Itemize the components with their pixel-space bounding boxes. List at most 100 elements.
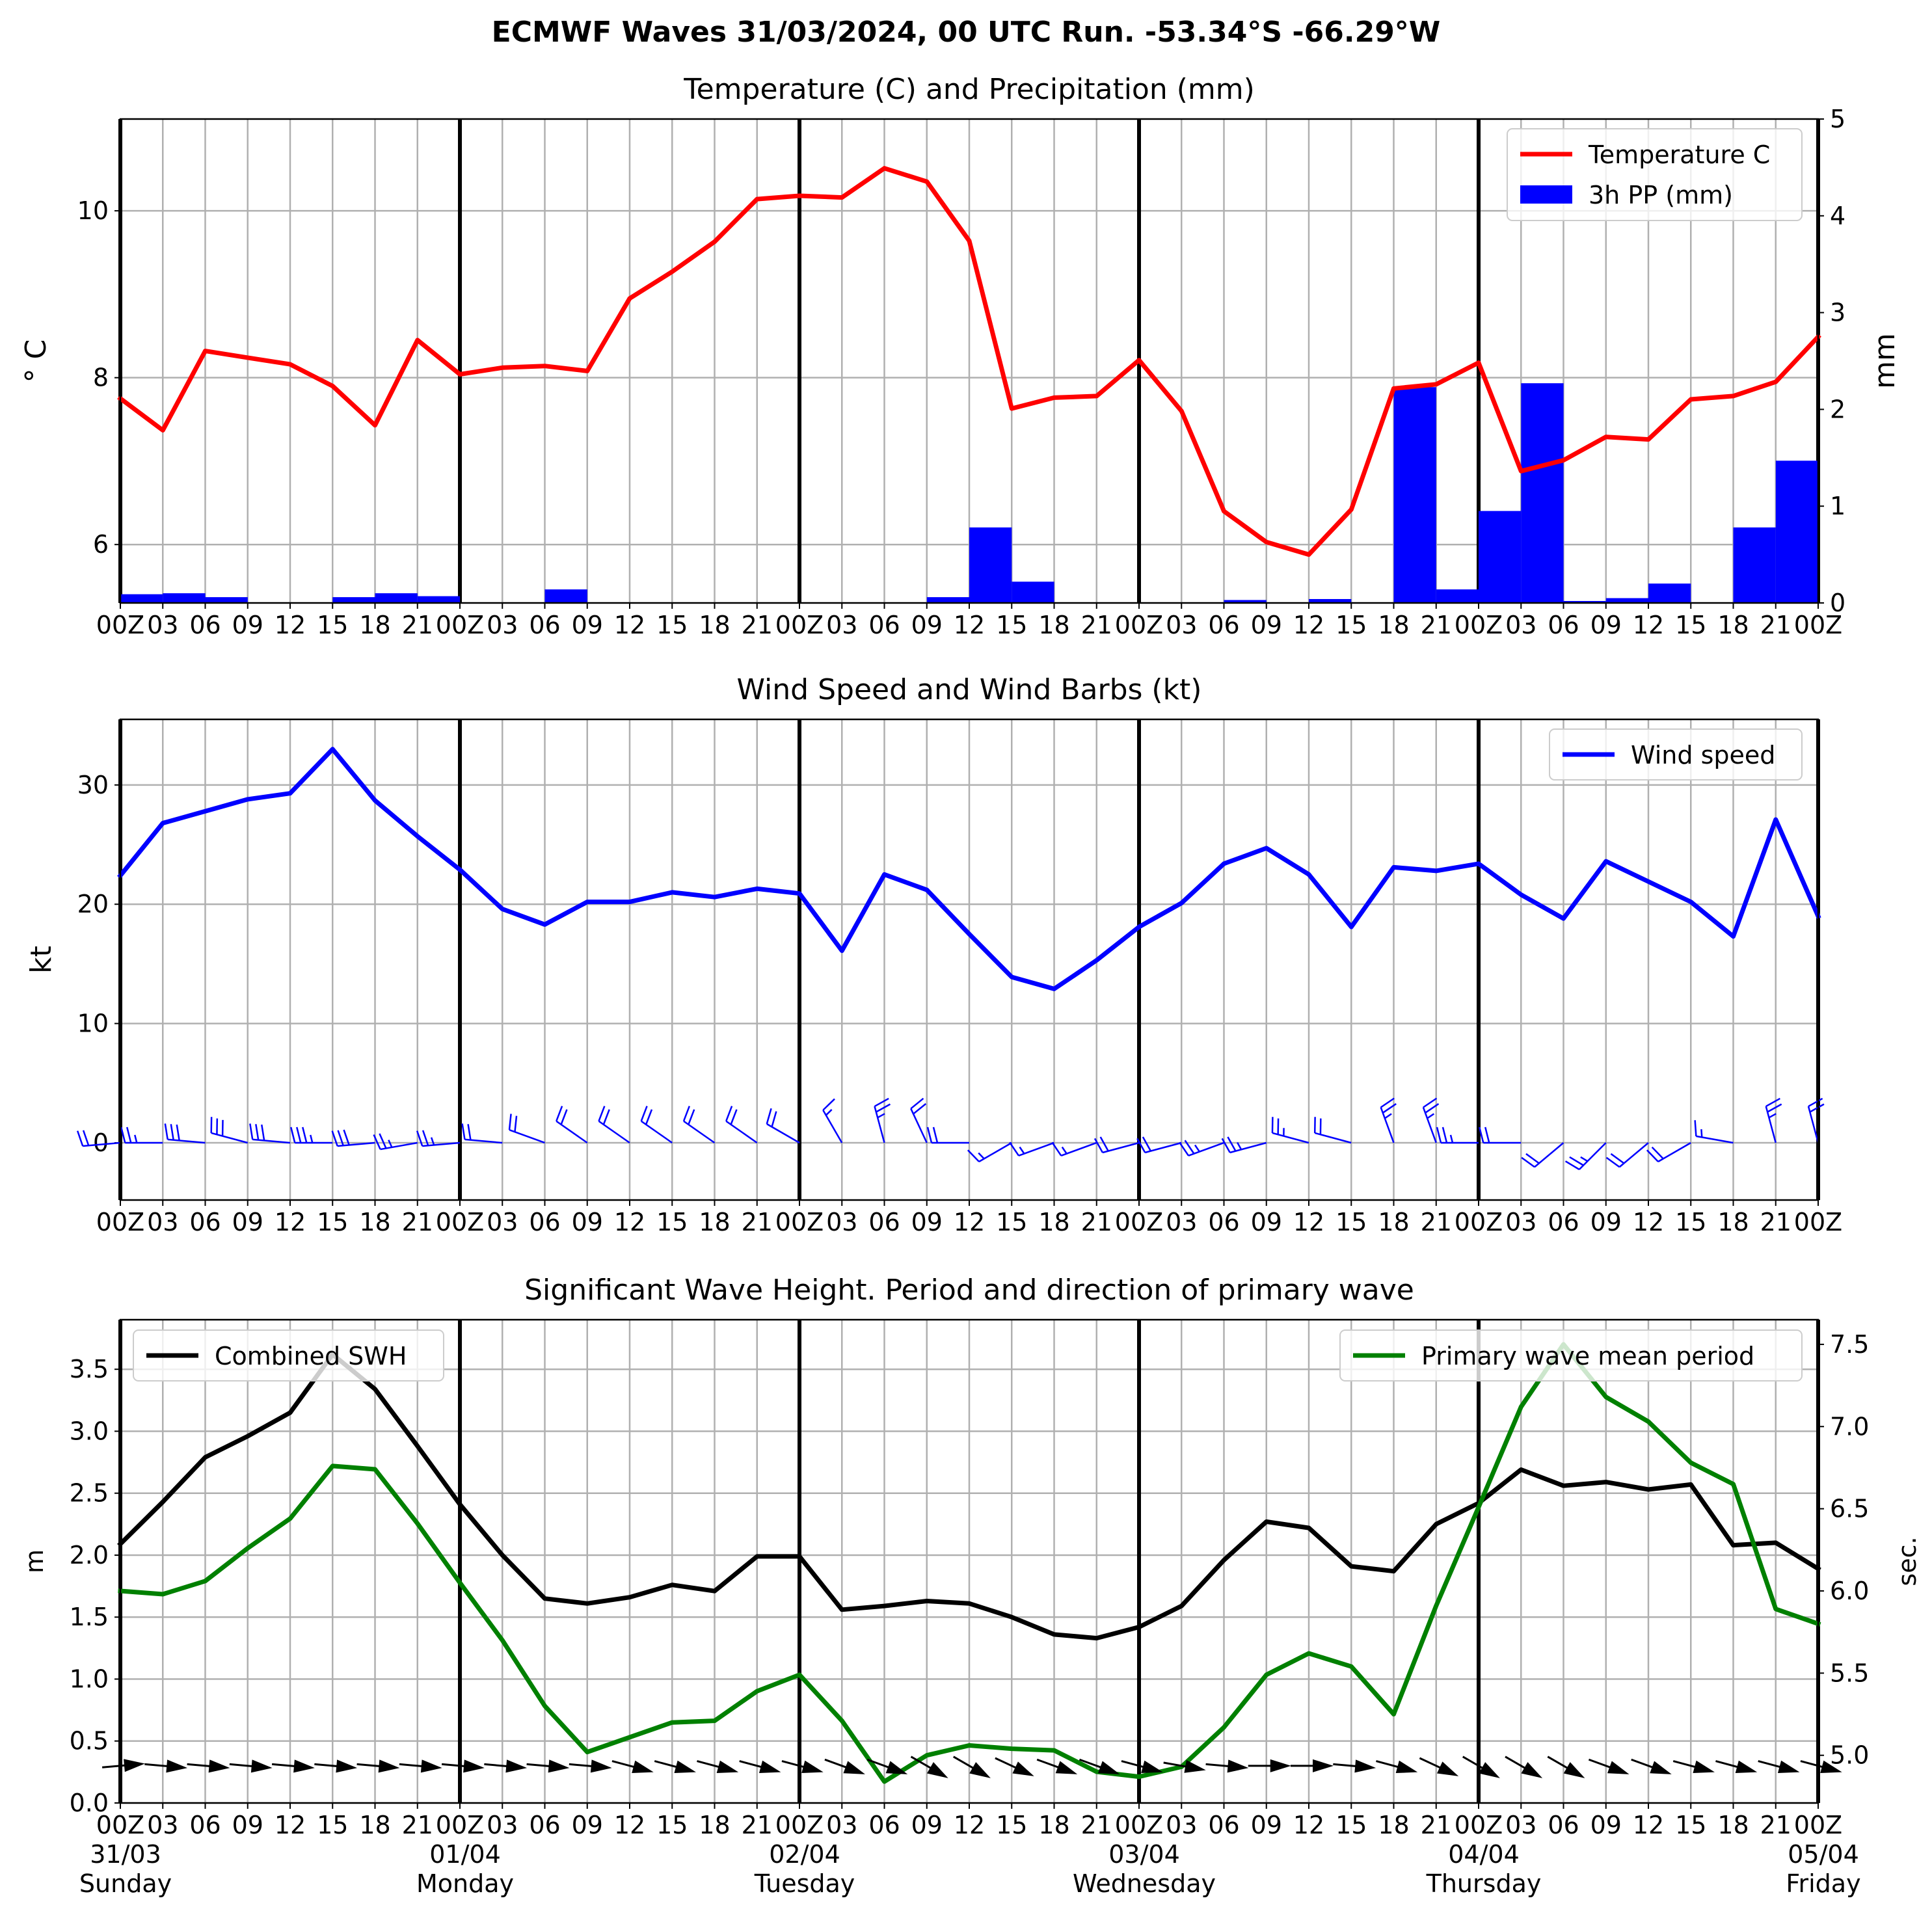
wave-arrow-head [166,1759,188,1773]
wind-panel-title: Wind Speed and Wind Barbs (kt) [737,673,1202,706]
wind-barb [1479,1127,1522,1144]
wind-barb-halfflag [1237,1141,1242,1150]
wave-arrow-head [843,1761,865,1774]
precip-bar [1012,581,1054,603]
x-tick-label: 18 [359,1208,390,1236]
wind-barb-flag [1525,1153,1540,1164]
wave-direction-arrow [1248,1759,1291,1772]
y-tick-label: 20 [77,890,109,918]
wind-barb-flag [1651,1146,1664,1160]
wind-barb-staff [766,1123,800,1144]
precip-bar [375,593,418,603]
x-tick-label: 09 [572,1811,603,1839]
x-tick-label: 06 [1548,1811,1579,1839]
x-tick-label: 12 [1633,611,1664,639]
wave-arrow-head [548,1759,570,1773]
wave-arrow-head [1097,1761,1120,1774]
wave-direction-arrow [399,1759,442,1773]
wave-direction-arrow [441,1759,485,1773]
wind-barb-flag [1221,1138,1231,1153]
x-tick-label: 03 [1505,1208,1536,1236]
x-tick-label: 03 [487,611,518,639]
x-tick-label: 15 [1335,611,1367,639]
wind-barb [822,1098,843,1143]
wind-barb-halfflag [1427,1113,1435,1119]
x-tick-label: 12 [954,1811,985,1839]
wave-direction-arrow [1547,1755,1585,1778]
wind-barb-flag [1569,1156,1584,1166]
wind-barb-halfflag [1700,1129,1703,1138]
x-tick-label: 21 [1760,1208,1791,1236]
wind-barb-halfflag [1384,1113,1392,1119]
x-tick-label: 06 [189,1811,221,1839]
wind-barb-flag [910,1097,924,1110]
precip-bar [1648,583,1691,603]
wave-panel-title: Significant Wave Height. Period and dire… [524,1274,1414,1307]
wave-direction-arrow [1462,1755,1500,1778]
wind-barb [461,1123,503,1144]
swh-line [117,1352,1821,1641]
x-tick-label: 09 [1590,1811,1622,1839]
wind-barb [1694,1120,1734,1144]
wave-direction-arrow [187,1759,230,1773]
x-tick-label: 18 [1038,611,1069,639]
y-tick-label: 10 [77,196,109,225]
x-tick-label: 03 [487,1811,518,1839]
wave-arrow-head [463,1759,485,1773]
x-tick-label: 15 [656,1811,688,1839]
x-tick-label: 21 [1760,611,1791,639]
wind-barb-staff [464,1138,503,1144]
precip-bar [1521,383,1564,603]
y-tick-label: 30 [77,771,109,799]
y2-tick-label: 5.5 [1830,1659,1869,1687]
wind-barb-flag [120,1127,126,1143]
wind-barb-flag [302,1127,308,1143]
x-tick-label: 09 [1590,1208,1622,1236]
wave-direction-arrow [1121,1760,1163,1774]
x-tick-label: 18 [1717,1208,1749,1236]
y2-tick-label: 4 [1830,202,1845,230]
x-tick-label: 00Z [96,1208,144,1236]
wave-arrow-head [1479,1762,1500,1778]
x-tick-label: 18 [1717,611,1749,639]
wave-direction-arrow [356,1759,400,1773]
wind-barb-flag [602,1109,610,1125]
wave-arrow-head [124,1759,145,1772]
precip-bar [544,589,587,603]
day-name-label: Friday [1786,1869,1860,1898]
wind-barb [249,1123,291,1144]
wave-direction-arrow [271,1759,315,1773]
x-tick-label: 09 [1590,611,1622,639]
wind-barb-staff [337,1141,375,1147]
wave-arrow-head [590,1759,612,1773]
x-tick-label: 09 [232,1811,263,1839]
wind-barb [725,1106,758,1144]
x-tick-label: 03 [147,611,178,639]
wind-barb-flag [1136,1138,1146,1153]
wave-arrow-head [716,1760,739,1774]
x-tick-label: 09 [232,1208,263,1236]
wind-barb-flag [556,1106,563,1122]
day-date-label: 05/04 [1788,1840,1859,1869]
wind-barb-halfflag [310,1134,314,1143]
x-tick-label: 00Z [1115,1208,1163,1236]
wave-direction-arrow [1588,1758,1630,1774]
precip-y-axis-label: mm [1868,333,1901,389]
wind-barb [1313,1117,1352,1144]
wind-barb-staff [509,1128,545,1144]
day-name-label: Wednesday [1073,1869,1216,1898]
wind-barb-halfflag [877,1113,885,1119]
wave-direction-arrow [1333,1759,1376,1773]
wave-direction-arrow [484,1759,528,1773]
wind-barb-flag [730,1109,738,1125]
x-tick-label: 06 [189,611,221,639]
y2-tick-label: 1 [1830,492,1845,520]
wind-barb-flag [874,1097,889,1108]
wind-barb-staff [211,1132,248,1144]
x-tick-label: 09 [572,611,603,639]
wind-barb [1807,1097,1825,1143]
swh-legend-box [133,1329,444,1381]
wind-barb-halfflag [388,1140,393,1148]
wind-barb [910,1097,928,1143]
wave-direction-arrow [824,1758,865,1774]
